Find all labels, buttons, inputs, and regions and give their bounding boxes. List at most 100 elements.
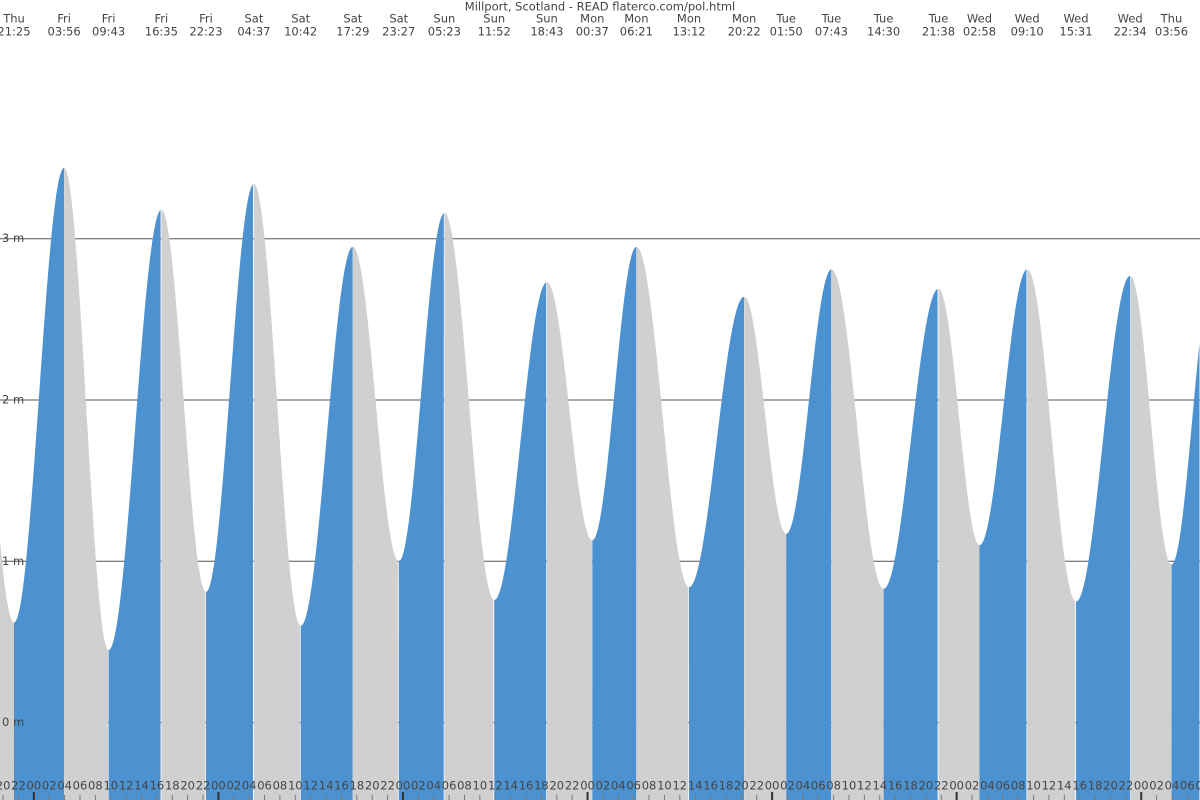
hour-tick-label: 18 xyxy=(350,779,365,793)
hour-tick-label: 20 xyxy=(1103,779,1118,793)
hour-tick-label: 20 xyxy=(549,779,564,793)
extreme-day: Mon xyxy=(677,12,701,26)
tide-area xyxy=(883,288,938,800)
hour-tick-label: 04 xyxy=(1165,779,1180,793)
extreme-time: 03:56 xyxy=(1155,25,1188,39)
hour-tick-label: 14 xyxy=(319,779,334,793)
hour-tick-label: 20 xyxy=(365,779,380,793)
tide-area xyxy=(444,212,494,800)
extreme-time: 23:27 xyxy=(382,25,415,39)
hour-tick-label: 08 xyxy=(273,779,288,793)
extreme-time: 15:31 xyxy=(1059,25,1092,39)
tide-area xyxy=(592,246,637,800)
extreme-time: 06:21 xyxy=(620,25,653,39)
tide-area xyxy=(13,167,64,800)
extreme-day: Sat xyxy=(389,12,408,26)
tide-area xyxy=(1171,343,1200,800)
tide-area xyxy=(1027,269,1076,800)
extreme-day: Wed xyxy=(967,12,992,26)
hour-tick-label: 02 xyxy=(42,779,57,793)
hour-tick-label: 00 xyxy=(765,779,780,793)
extreme-time: 17:29 xyxy=(336,25,369,39)
hour-tick-label: 06 xyxy=(626,779,641,793)
hour-tick-label: 04 xyxy=(611,779,626,793)
hour-tick-label: 00 xyxy=(1134,779,1149,793)
hour-tick-label: 04 xyxy=(980,779,995,793)
hour-tick-label: 14 xyxy=(872,779,887,793)
hour-tick-label: 00 xyxy=(211,779,226,793)
extreme-time: 07:43 xyxy=(815,25,848,39)
tide-area xyxy=(300,246,353,800)
hour-tick-label: 02 xyxy=(226,779,241,793)
extreme-day: Tue xyxy=(928,12,949,26)
hour-tick-label: 10 xyxy=(103,779,118,793)
tide-area xyxy=(689,296,745,800)
hour-tick-label: 04 xyxy=(426,779,441,793)
extreme-day: Sun xyxy=(433,12,455,26)
tide-area xyxy=(108,209,161,800)
hour-tick-label: 08 xyxy=(457,779,472,793)
extreme-time: 01:50 xyxy=(770,25,803,39)
hour-tick-label: 20 xyxy=(919,779,934,793)
hour-tick-label: 04 xyxy=(242,779,257,793)
y-tick-label: 3 m xyxy=(2,231,24,245)
hour-tick-label: 16 xyxy=(1072,779,1087,793)
tide-area xyxy=(1075,275,1130,800)
hour-tick-label: 18 xyxy=(165,779,180,793)
hour-tick-label: 16 xyxy=(150,779,165,793)
tide-area xyxy=(64,167,109,800)
tide-area xyxy=(494,282,547,800)
hour-tick-label: 22 xyxy=(11,779,26,793)
hour-tick-label: 02 xyxy=(411,779,426,793)
extreme-time: 14:30 xyxy=(867,25,900,39)
extreme-day: Fri xyxy=(199,12,213,26)
extreme-time: 22:23 xyxy=(189,25,222,39)
extreme-day: Fri xyxy=(155,12,169,26)
hour-tick-label: 22 xyxy=(749,779,764,793)
hour-tick-label: 18 xyxy=(903,779,918,793)
hour-tick-label: 06 xyxy=(442,779,457,793)
hour-tick-label: 10 xyxy=(288,779,303,793)
hour-tick-label: 00 xyxy=(580,779,595,793)
tide-area xyxy=(636,246,689,800)
extreme-day: Sun xyxy=(536,12,558,26)
tide-area xyxy=(1130,275,1172,800)
tide-area xyxy=(352,246,398,800)
extreme-time: 04:37 xyxy=(237,25,270,39)
hour-tick-label: 06 xyxy=(257,779,272,793)
extreme-time: 13:12 xyxy=(672,25,705,39)
extreme-day: Fri xyxy=(102,12,116,26)
hour-tick-label: 10 xyxy=(842,779,857,793)
extreme-time: 20:22 xyxy=(728,25,761,39)
extreme-day: Sat xyxy=(244,12,263,26)
hour-tick-label: 16 xyxy=(888,779,903,793)
hour-tick-label: 12 xyxy=(488,779,503,793)
hour-tick-label: 14 xyxy=(134,779,149,793)
hour-tick-label: 10 xyxy=(473,779,488,793)
tide-area xyxy=(161,209,206,800)
tide-area xyxy=(831,269,884,800)
tide-area xyxy=(744,296,787,800)
tide-area xyxy=(398,213,444,800)
hour-tick-label: 00 xyxy=(396,779,411,793)
extreme-time: 22:34 xyxy=(1114,25,1147,39)
tide-fills xyxy=(0,167,1200,800)
extreme-time: 03:56 xyxy=(48,25,81,39)
extreme-day: Mon xyxy=(580,12,604,26)
hour-tick-label: 04 xyxy=(796,779,811,793)
hour-tick-label: 18 xyxy=(719,779,734,793)
hour-tick-label: 10 xyxy=(1026,779,1041,793)
hour-tick-label: 08 xyxy=(88,779,103,793)
hour-tick-label: 16 xyxy=(334,779,349,793)
extreme-day: Sat xyxy=(343,12,362,26)
tide-area xyxy=(205,184,253,800)
tide-area xyxy=(0,540,14,800)
hour-tick-label: 08 xyxy=(642,779,657,793)
hour-tick-label: 18 xyxy=(1088,779,1103,793)
extreme-day: Mon xyxy=(732,12,756,26)
hour-tick-label: 00 xyxy=(949,779,964,793)
extreme-day: Mon xyxy=(624,12,648,26)
hour-tick-label: 22 xyxy=(1119,779,1134,793)
hour-tick-label: 08 xyxy=(1011,779,1026,793)
